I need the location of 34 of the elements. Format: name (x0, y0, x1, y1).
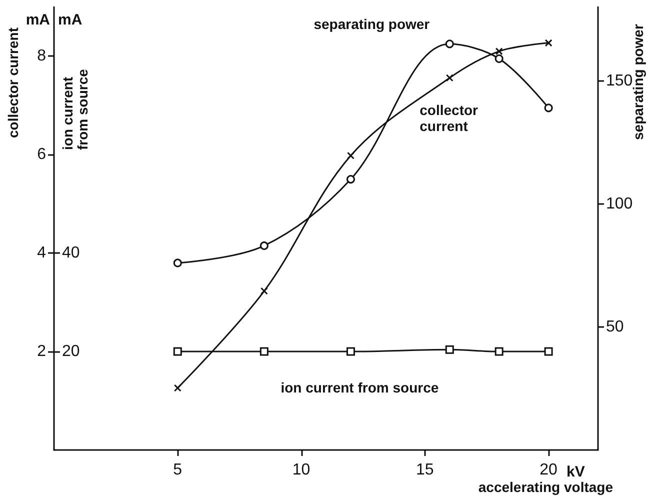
x-tick-label: 5 (173, 462, 182, 478)
y-axis-title: collector current (5, 27, 21, 138)
y-tick-label: 8 (37, 48, 46, 65)
y2-tick-label: 50 (606, 318, 624, 336)
point (494, 54, 504, 63)
point (495, 48, 503, 56)
series-label: ion current from source (280, 380, 439, 396)
y3-tick-label: 40 (62, 244, 80, 262)
x-tick-label: 15 (416, 462, 434, 478)
point (260, 287, 268, 295)
point (445, 40, 454, 48)
point (446, 74, 454, 82)
point (346, 152, 354, 160)
series-label: collector current (420, 102, 482, 134)
series-label: separating power (314, 16, 430, 32)
y-tick-label: 2 (37, 343, 46, 360)
x-tick-label: 10 (292, 462, 310, 478)
point (174, 384, 182, 392)
y3-tick-label: 20 (62, 343, 80, 360)
point (173, 258, 182, 268)
y-tick-label: 6 (37, 146, 46, 164)
x-axis-title: accelerating voltage (478, 479, 614, 495)
y2-tick-label: 150 (606, 72, 633, 90)
x-tick-label: 20 (540, 462, 558, 478)
y-tick-label: 4 (37, 244, 46, 262)
point (260, 241, 268, 250)
text: kV (566, 464, 585, 480)
point (544, 104, 553, 112)
annotation: mA (58, 12, 82, 28)
point (346, 175, 355, 184)
y2-tick-label: 100 (606, 195, 633, 212)
point (544, 39, 552, 47)
text: mA (26, 12, 50, 28)
y3-axis-title: ion current from source (60, 68, 90, 150)
